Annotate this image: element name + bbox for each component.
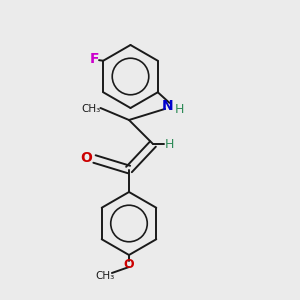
Text: CH₃: CH₃ xyxy=(82,104,101,115)
Text: N: N xyxy=(162,100,174,113)
Text: O: O xyxy=(124,257,134,271)
Text: H: H xyxy=(165,137,174,151)
Text: CH₃: CH₃ xyxy=(95,271,115,281)
Text: F: F xyxy=(89,52,99,66)
Text: O: O xyxy=(80,151,92,164)
Text: H: H xyxy=(175,103,184,116)
